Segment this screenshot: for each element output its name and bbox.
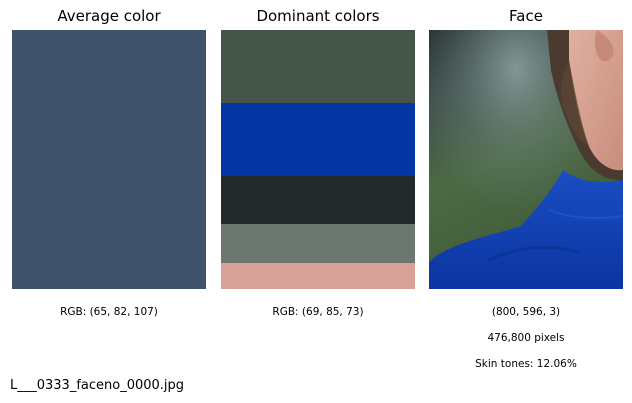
dominant-color-band-5	[221, 263, 415, 289]
face-title: Face	[429, 6, 623, 26]
image-filename: L___0333_faceno_0000.jpg	[10, 377, 184, 395]
dominant-colors-palette	[221, 30, 415, 289]
dominant-color-band-4	[221, 224, 415, 263]
face-image	[429, 30, 623, 289]
average-color-rgb: RGB: (65, 82, 107)	[12, 305, 206, 319]
skin-tone-caption: Skin tones: 12.06%	[429, 357, 623, 371]
dominant-color-band-2	[221, 103, 415, 176]
dominant-colors-title: Dominant colors	[221, 6, 415, 26]
dominant-color-rgb: RGB: (69, 85, 73)	[221, 305, 415, 319]
dominant-color-band-1	[221, 30, 415, 103]
image-shape-caption: (800, 596, 3)	[429, 305, 623, 319]
face-crop-picture	[429, 30, 623, 289]
dominant-color-band-3	[221, 176, 415, 224]
average-color-title: Average color	[12, 6, 206, 26]
pixel-count-caption: 476,800 pixels	[429, 331, 623, 345]
average-color-swatch	[12, 30, 206, 289]
